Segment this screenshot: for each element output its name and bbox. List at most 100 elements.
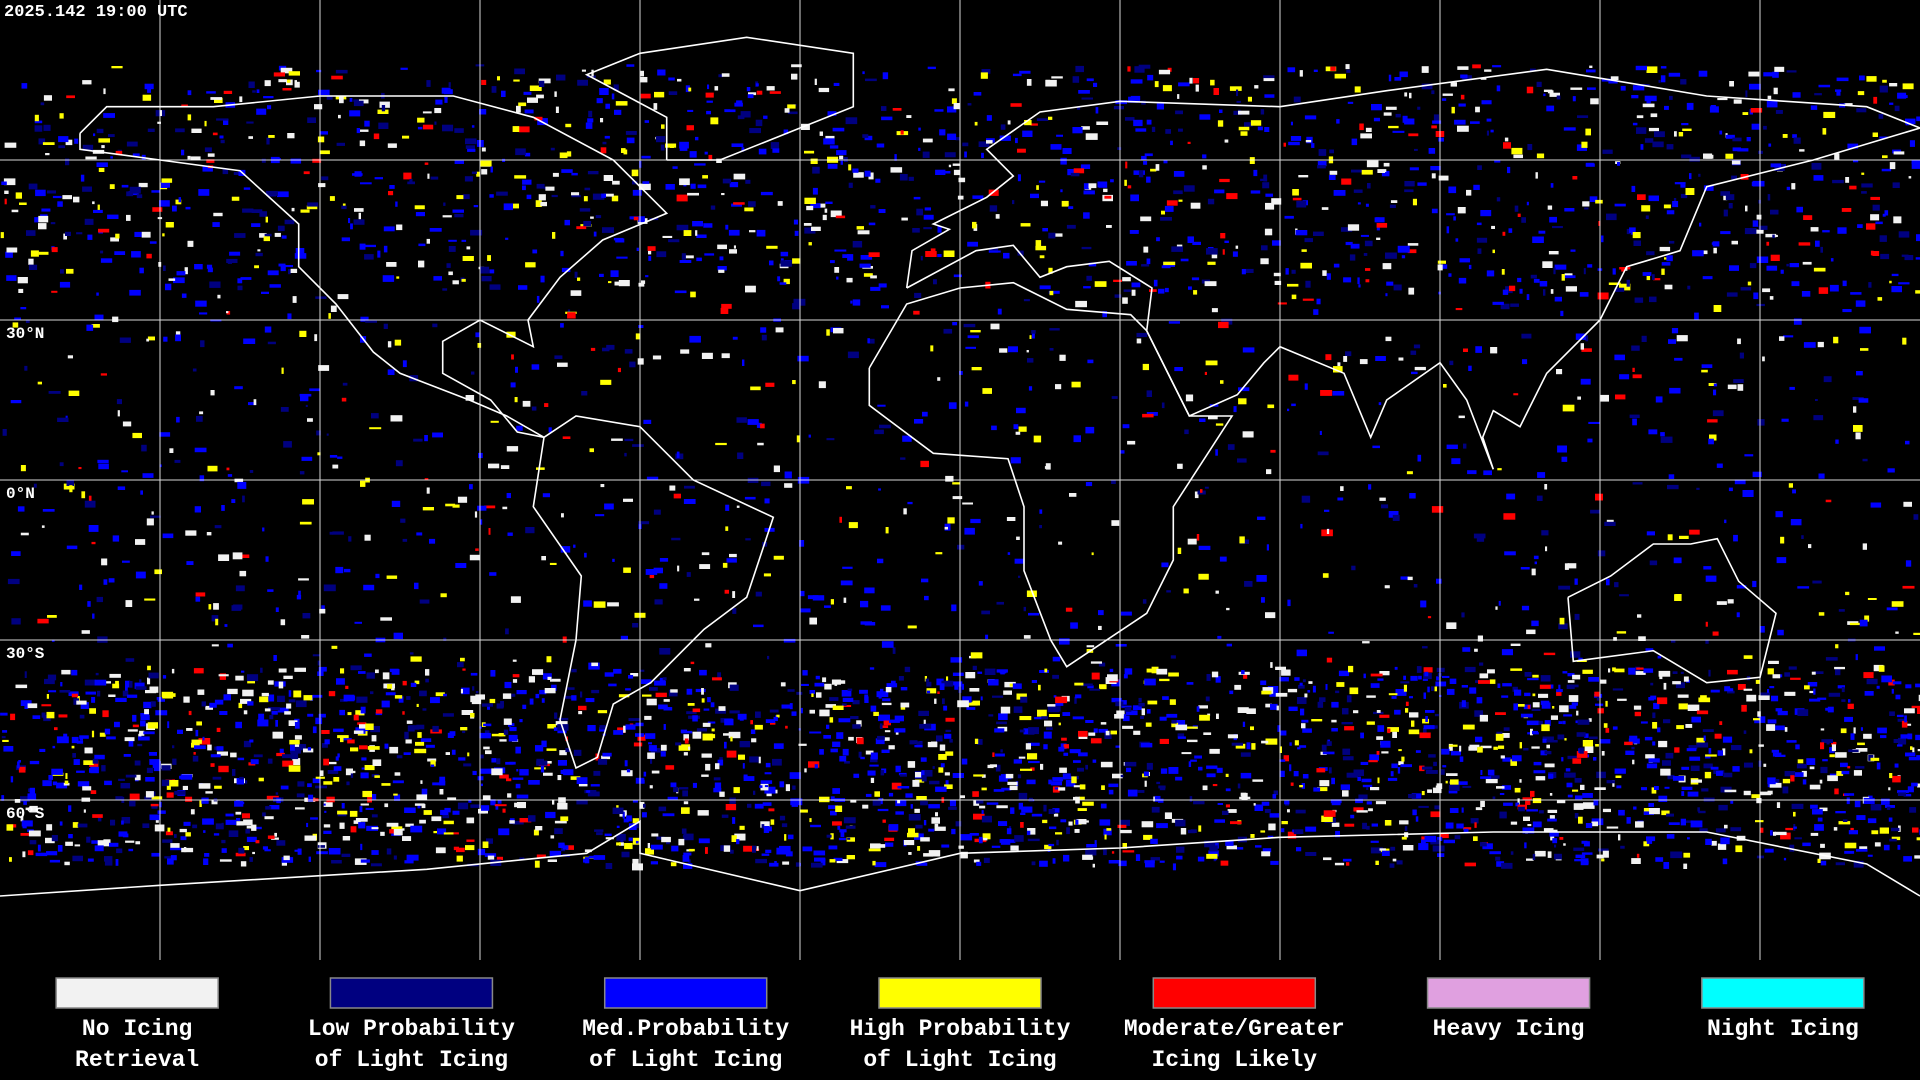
icing-patch (531, 364, 540, 370)
icing-patch (1538, 230, 1546, 234)
icing-patch (176, 271, 186, 276)
icing-patch (332, 464, 339, 469)
icing-patch (1146, 119, 1152, 125)
icing-patch (1897, 844, 1901, 850)
icing-patch (839, 155, 844, 160)
icing-patch (1492, 249, 1495, 254)
icing-patch (1664, 257, 1668, 260)
icing-patch (808, 434, 811, 438)
icing-patch (1351, 565, 1356, 571)
icing-patch (1826, 741, 1830, 745)
icing-patch (1127, 185, 1132, 189)
icing-patch (1316, 768, 1326, 773)
icing-patch (736, 839, 740, 845)
icing-patch (784, 834, 787, 841)
icing-patch (1280, 730, 1287, 736)
icing-patch (78, 467, 82, 470)
icing-patch (604, 135, 610, 139)
icing-patch (643, 803, 646, 808)
icing-patch (940, 763, 945, 768)
icing-patch (1594, 691, 1600, 697)
icing-patch (1487, 669, 1495, 674)
icing-patch (1450, 751, 1461, 756)
icing-patch (1843, 103, 1853, 106)
icing-patch (1690, 765, 1700, 771)
icing-patch (529, 85, 542, 91)
icing-patch (98, 138, 110, 143)
icing-patch (323, 758, 329, 766)
icing-patch (1240, 131, 1248, 136)
icing-patch (1337, 497, 1344, 501)
icing-patch (365, 807, 374, 810)
icing-patch (44, 678, 55, 685)
icing-patch (1146, 176, 1151, 183)
icing-patch (993, 789, 1005, 792)
icing-patch (1501, 785, 1511, 790)
icing-patch (682, 855, 690, 862)
icing-patch (1585, 162, 1594, 167)
icing-patch (1691, 779, 1702, 783)
icing-patch (1196, 706, 1200, 712)
icing-patch (42, 142, 55, 145)
icing-patch (1260, 258, 1269, 265)
icing-patch (744, 496, 756, 500)
icing-patch (1162, 696, 1169, 700)
icing-patch (355, 818, 368, 822)
icing-patch (155, 710, 168, 716)
icing-patch (1527, 144, 1533, 151)
icing-patch (739, 741, 751, 748)
icing-patch (1094, 281, 1107, 287)
icing-patch (1202, 154, 1207, 159)
icing-patch (91, 697, 96, 703)
icing-patch (949, 739, 953, 743)
icing-patch (127, 694, 138, 698)
icing-patch (1353, 189, 1363, 193)
icing-patch (1764, 848, 1774, 853)
icing-patch (746, 87, 751, 92)
icing-patch (1283, 755, 1289, 762)
icing-patch (637, 734, 646, 741)
icing-patch (175, 331, 181, 337)
icing-patch (729, 797, 736, 804)
icing-patch (879, 424, 891, 429)
icing-patch (519, 769, 529, 776)
icing-patch (1330, 799, 1342, 804)
icing-patch (1215, 449, 1218, 456)
icing-patch (1330, 66, 1336, 71)
icing-patch (57, 201, 63, 207)
icing-patch (11, 551, 21, 556)
icing-patch (1055, 700, 1064, 706)
icing-patch (760, 327, 767, 333)
icing-patch (1171, 719, 1177, 724)
icing-patch (1633, 806, 1637, 810)
icing-patch (318, 365, 330, 371)
icing-patch (756, 422, 762, 428)
icing-patch (1192, 241, 1201, 245)
icing-patch (1448, 273, 1452, 277)
icing-patch (1725, 194, 1735, 201)
icing-patch (989, 205, 998, 212)
icing-patch (1703, 185, 1714, 191)
icing-patch (1091, 672, 1100, 680)
icing-patch (773, 743, 784, 749)
icing-patch (938, 754, 947, 760)
icing-patch (1111, 851, 1115, 854)
icing-patch (103, 579, 108, 585)
icing-patch (660, 751, 666, 757)
icing-patch (529, 698, 534, 705)
icing-patch (1000, 124, 1006, 130)
icing-patch (1540, 750, 1548, 756)
icing-patch (836, 276, 839, 280)
icing-patch (299, 471, 305, 475)
icing-patch (895, 765, 901, 773)
icing-patch (104, 728, 111, 735)
icing-patch (1649, 808, 1660, 815)
icing-patch (1660, 768, 1671, 776)
icing-patch (1473, 836, 1478, 841)
icing-patch (941, 844, 950, 848)
icing-patch (1648, 195, 1659, 202)
icing-patch (1409, 696, 1413, 699)
icing-patch (1209, 845, 1218, 852)
icing-patch (1588, 718, 1592, 722)
icing-patch (249, 857, 253, 862)
